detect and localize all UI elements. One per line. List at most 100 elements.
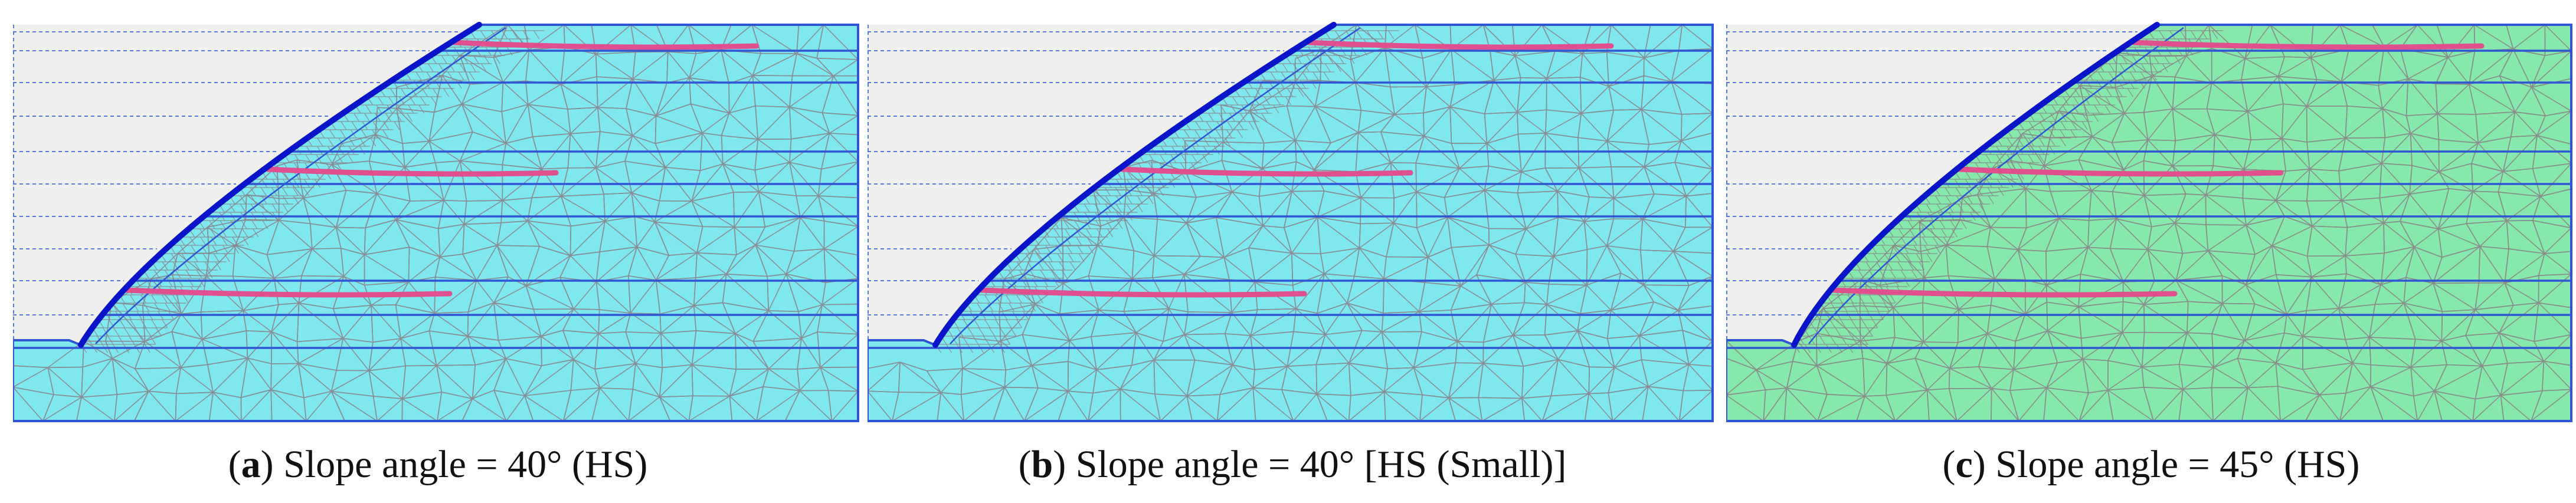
mesh-edge [464, 222, 502, 225]
mesh-edge [247, 357, 272, 364]
mesh-edge [693, 302, 723, 307]
mesh-edge [1348, 395, 1351, 422]
mesh-edge [789, 75, 793, 107]
mesh-edge [2079, 85, 2087, 116]
mesh-edge [1416, 192, 1418, 228]
mesh-edge [438, 228, 441, 257]
mesh-edge [122, 303, 129, 312]
mesh-edge [659, 396, 689, 422]
mesh-edge [1216, 217, 1264, 226]
mesh-edge [1444, 197, 1448, 218]
mesh-edge [1035, 245, 1041, 254]
mesh-edge [634, 216, 638, 247]
mesh-edge [1186, 395, 1218, 422]
mesh-edge [2205, 224, 2209, 251]
mesh-edge [1154, 393, 1187, 397]
mesh-edge [898, 392, 941, 393]
mesh-edge [1384, 47, 1423, 59]
mesh-edge [2407, 78, 2438, 114]
mesh-edge [1325, 303, 1348, 335]
mesh-edge [1224, 333, 1233, 365]
mesh-edge [2433, 246, 2480, 284]
mesh-edge [1248, 225, 1264, 248]
mesh-edge [2050, 191, 2060, 219]
mesh-edge [2010, 160, 2044, 166]
mesh-edge [1262, 191, 1292, 226]
mesh-edge [756, 386, 764, 422]
mesh-edge [1025, 253, 1032, 262]
mesh-edge [204, 261, 211, 271]
mesh-edge [1033, 249, 1064, 284]
mesh-edge [2503, 168, 2533, 172]
mesh-edge [1424, 257, 1429, 283]
mesh-edge [1168, 308, 1185, 335]
mesh-edge [632, 135, 656, 144]
mesh-edge [1069, 340, 1097, 370]
mesh-edge [636, 246, 657, 281]
mesh-edge [2277, 76, 2284, 104]
mesh-edge [1684, 196, 1687, 228]
mesh-edge [2306, 226, 2313, 257]
mesh-edge [2544, 24, 2572, 51]
mesh-edge [1816, 340, 1861, 366]
mesh-edge [341, 248, 365, 255]
mesh-edge [496, 245, 509, 277]
mesh-edge [1153, 171, 1186, 194]
mesh-edge [305, 154, 312, 163]
mesh-edge [2172, 165, 2206, 196]
mesh-edge [340, 129, 346, 139]
mesh-edge [2438, 171, 2450, 189]
mesh-edge [1648, 364, 1690, 387]
mesh-edge [2536, 110, 2572, 136]
mesh-edge [1449, 84, 1455, 107]
mesh-edge [631, 193, 636, 217]
mesh-edge [336, 338, 344, 371]
mesh-edge [628, 389, 634, 422]
mesh-edge [1248, 121, 1255, 130]
mesh-edge [2143, 112, 2149, 140]
mesh-edge [541, 330, 564, 337]
mesh-edge [400, 330, 430, 339]
mesh-edge [1513, 334, 1545, 336]
mesh-edge [994, 336, 1000, 345]
mesh-edge [282, 203, 289, 213]
mesh-edge [2471, 163, 2503, 172]
mesh-edge [962, 340, 1001, 369]
mesh-edge [201, 339, 208, 365]
mesh-edge [2437, 188, 2450, 229]
mesh-edge [1298, 88, 1304, 97]
mesh-edge [359, 137, 366, 147]
mesh-edge [1253, 96, 1259, 106]
mesh-edge [721, 49, 753, 76]
mesh-edge [1578, 167, 1590, 198]
mesh-edge [1860, 305, 1894, 308]
mesh-edge [791, 133, 830, 140]
mesh-edge [1104, 187, 1111, 196]
mesh-edge [626, 78, 633, 109]
mesh-edge [768, 338, 802, 370]
mesh-edge [402, 143, 405, 167]
mesh-edge [2405, 78, 2409, 116]
mesh-edge [337, 154, 343, 163]
mesh-edge [409, 246, 440, 258]
mesh-edge [560, 84, 568, 110]
mesh-edge [595, 167, 604, 195]
mesh-edge [1608, 393, 1613, 422]
mesh-edge [1958, 304, 1991, 310]
mesh-edge [1100, 216, 1124, 227]
mesh-edge [984, 294, 990, 304]
mesh-edge [1426, 49, 1452, 87]
mesh-edge [434, 75, 443, 113]
mesh-edge [292, 187, 299, 196]
mesh-edge [1250, 308, 1297, 336]
mesh-edge [1357, 110, 1362, 133]
mesh-edge [2176, 275, 2223, 281]
mesh-edge [368, 134, 377, 162]
mesh-edge [2286, 310, 2307, 315]
mesh-edge [1338, 55, 1344, 64]
mesh-edge [150, 294, 157, 304]
mesh-edge [1355, 47, 1386, 83]
mesh-edge [729, 396, 757, 422]
mesh-edge [2175, 250, 2209, 281]
mesh-edge [821, 161, 859, 170]
